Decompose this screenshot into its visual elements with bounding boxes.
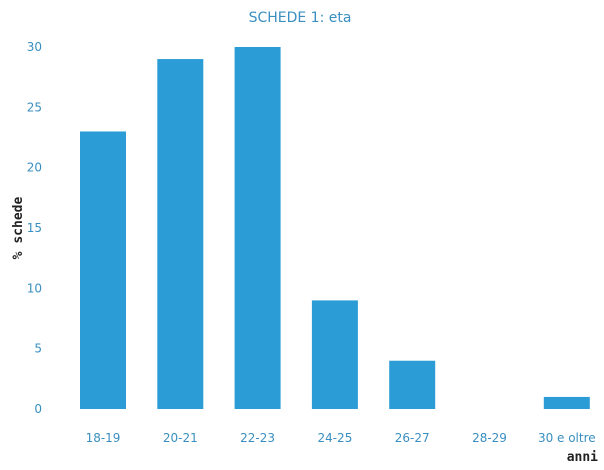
x-tick-label: 26-27 (395, 431, 430, 445)
y-axis-ticks: 0 5 10 15 20 25 30 (27, 40, 42, 416)
y-tick-label: 25 (27, 100, 42, 114)
bar (311, 300, 358, 409)
bar (157, 59, 204, 410)
bar (234, 47, 281, 409)
x-tick-label: 22-23 (240, 431, 275, 445)
bar (543, 396, 590, 409)
x-tick-label: 24-25 (317, 431, 352, 445)
x-tick-label: 18-19 (86, 431, 121, 445)
bar (389, 360, 436, 409)
x-tick-label: 30 e oltre (538, 431, 596, 445)
y-tick-label: 5 (34, 342, 42, 356)
y-tick-label: 0 (34, 402, 42, 416)
y-tick-label: 15 (27, 221, 42, 235)
y-axis-label: % schede (11, 197, 26, 260)
y-tick-label: 20 (27, 161, 42, 175)
x-tick-label: 28-29 (472, 431, 507, 445)
x-tick-label: 20-21 (163, 431, 198, 445)
bar (80, 131, 126, 409)
y-tick-label: 10 (27, 281, 42, 295)
y-tick-label: 30 (27, 40, 42, 54)
x-axis-label: anni (567, 450, 598, 465)
chart-title: SCHEDE 1: eta (249, 10, 352, 26)
bars (80, 47, 590, 410)
x-axis-ticks: 18-19 20-21 22-23 24-25 26-27 28-29 30 e oltre (86, 431, 596, 445)
